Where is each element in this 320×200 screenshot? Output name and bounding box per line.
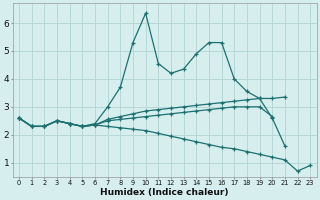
X-axis label: Humidex (Indice chaleur): Humidex (Indice chaleur) xyxy=(100,188,229,197)
